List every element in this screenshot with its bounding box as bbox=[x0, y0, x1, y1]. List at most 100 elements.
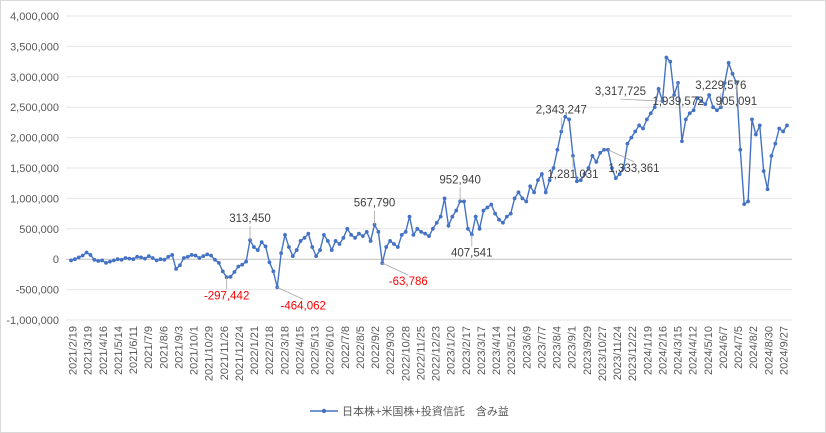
data-point bbox=[501, 220, 505, 225]
data-point bbox=[357, 231, 361, 236]
data-point bbox=[306, 231, 311, 236]
data-point bbox=[80, 253, 85, 258]
x-tick-label: 2024/7/5 bbox=[733, 326, 745, 369]
x-tick-label: 2024/9/27 bbox=[778, 326, 790, 375]
data-point bbox=[493, 211, 498, 216]
legend-label: 日本株+米国株+投資信託 含み益 bbox=[342, 404, 509, 418]
x-tick-label: 2021/10/1 bbox=[189, 326, 201, 375]
data-point bbox=[699, 99, 704, 104]
data-point bbox=[715, 108, 719, 113]
x-tick-label: 2023/7/7 bbox=[536, 326, 548, 369]
x-tick-label: 2021/6/11 bbox=[128, 326, 140, 374]
data-point bbox=[438, 214, 443, 219]
data-point bbox=[201, 254, 206, 259]
data-point bbox=[411, 232, 416, 237]
x-tick-label: 2024/4/12 bbox=[688, 326, 700, 375]
data-point bbox=[189, 253, 194, 257]
data-point bbox=[508, 211, 513, 216]
data-point bbox=[454, 208, 459, 213]
data-point bbox=[216, 260, 221, 265]
x-tick-label: 2023/12/22 bbox=[627, 326, 639, 381]
x-tick-label: 2022/11/25 bbox=[415, 326, 427, 380]
data-point bbox=[750, 117, 754, 122]
x-tick-label: 2022/1/21 bbox=[249, 326, 261, 375]
y-axis: -1,000,000 -500,000 0 500,000 1,000,000 1,500… bbox=[6, 11, 59, 327]
data-point bbox=[329, 248, 334, 252]
data-label: 3,229,576 bbox=[695, 80, 746, 92]
data-label: 407,541 bbox=[451, 247, 493, 259]
data-point bbox=[512, 196, 517, 201]
y-tick-label: 4,000,000 bbox=[10, 11, 59, 23]
data-point bbox=[166, 254, 171, 259]
data-point bbox=[726, 60, 731, 65]
x-tick-label: 2022/3/18 bbox=[279, 326, 291, 375]
x-tick-label: 2021/7/9 bbox=[143, 326, 155, 369]
data-point bbox=[543, 190, 548, 195]
data-point bbox=[115, 257, 120, 262]
data-point bbox=[539, 172, 544, 176]
x-tick-label: 2022/9/30 bbox=[385, 326, 397, 375]
data-point bbox=[139, 255, 143, 260]
data-point bbox=[333, 239, 338, 243]
data-point bbox=[551, 166, 556, 170]
data-point bbox=[69, 258, 73, 263]
data-point bbox=[345, 226, 350, 231]
data-point bbox=[353, 236, 357, 240]
data-point bbox=[119, 257, 124, 262]
data-point bbox=[263, 244, 268, 249]
data-point bbox=[96, 259, 101, 263]
data-point bbox=[267, 260, 272, 265]
series-group bbox=[69, 55, 789, 290]
data-label: 1,333,361 bbox=[608, 163, 659, 175]
data-point bbox=[761, 169, 766, 173]
data-point bbox=[489, 202, 494, 207]
annotation-leader bbox=[607, 149, 635, 163]
data-point bbox=[757, 123, 762, 128]
data-point bbox=[641, 126, 645, 131]
data-point bbox=[423, 231, 428, 236]
data-point bbox=[586, 166, 591, 170]
data-point bbox=[415, 226, 420, 231]
data-point bbox=[781, 129, 786, 134]
data-point bbox=[613, 176, 618, 181]
data-point bbox=[108, 259, 112, 264]
x-tick-label: 2023/2/17 bbox=[461, 326, 473, 375]
data-point bbox=[255, 248, 260, 252]
data-point bbox=[372, 222, 377, 227]
x-tick-label: 2022/6/10 bbox=[325, 326, 337, 375]
data-point bbox=[158, 257, 163, 262]
data-point bbox=[672, 93, 677, 97]
data-point bbox=[84, 250, 89, 255]
data-point bbox=[777, 126, 782, 131]
annotation-leader bbox=[620, 98, 663, 102]
x-tick-label: 2022/12/23 bbox=[431, 326, 443, 381]
data-point bbox=[392, 242, 396, 246]
data-point bbox=[430, 226, 435, 231]
data-point bbox=[407, 214, 412, 219]
data-point bbox=[364, 229, 369, 234]
data-point bbox=[668, 59, 673, 64]
x-tick-label: 2021/9/3 bbox=[173, 326, 185, 369]
annotation-leader bbox=[382, 262, 409, 276]
data-point bbox=[287, 245, 291, 249]
data-point bbox=[462, 199, 466, 204]
data-point bbox=[485, 205, 490, 210]
x-tick-label: 2024/5/10 bbox=[703, 326, 715, 375]
x-tick-label: 2022/8/5 bbox=[355, 326, 367, 369]
x-tick-label: 2021/4/16 bbox=[98, 326, 110, 375]
data-point bbox=[434, 220, 439, 225]
data-label: 3,317,725 bbox=[595, 86, 646, 98]
data-point bbox=[213, 257, 217, 262]
data-label: -464,062 bbox=[281, 300, 326, 312]
data-point bbox=[691, 108, 696, 113]
data-point bbox=[146, 254, 151, 259]
x-tick-label: 2024/2/16 bbox=[657, 326, 669, 375]
data-point bbox=[738, 147, 743, 152]
x-tick-label: 2024/6/7 bbox=[718, 326, 730, 369]
data-point bbox=[123, 256, 128, 260]
data-point bbox=[687, 111, 692, 116]
data-point bbox=[785, 123, 789, 128]
data-point bbox=[617, 172, 622, 176]
